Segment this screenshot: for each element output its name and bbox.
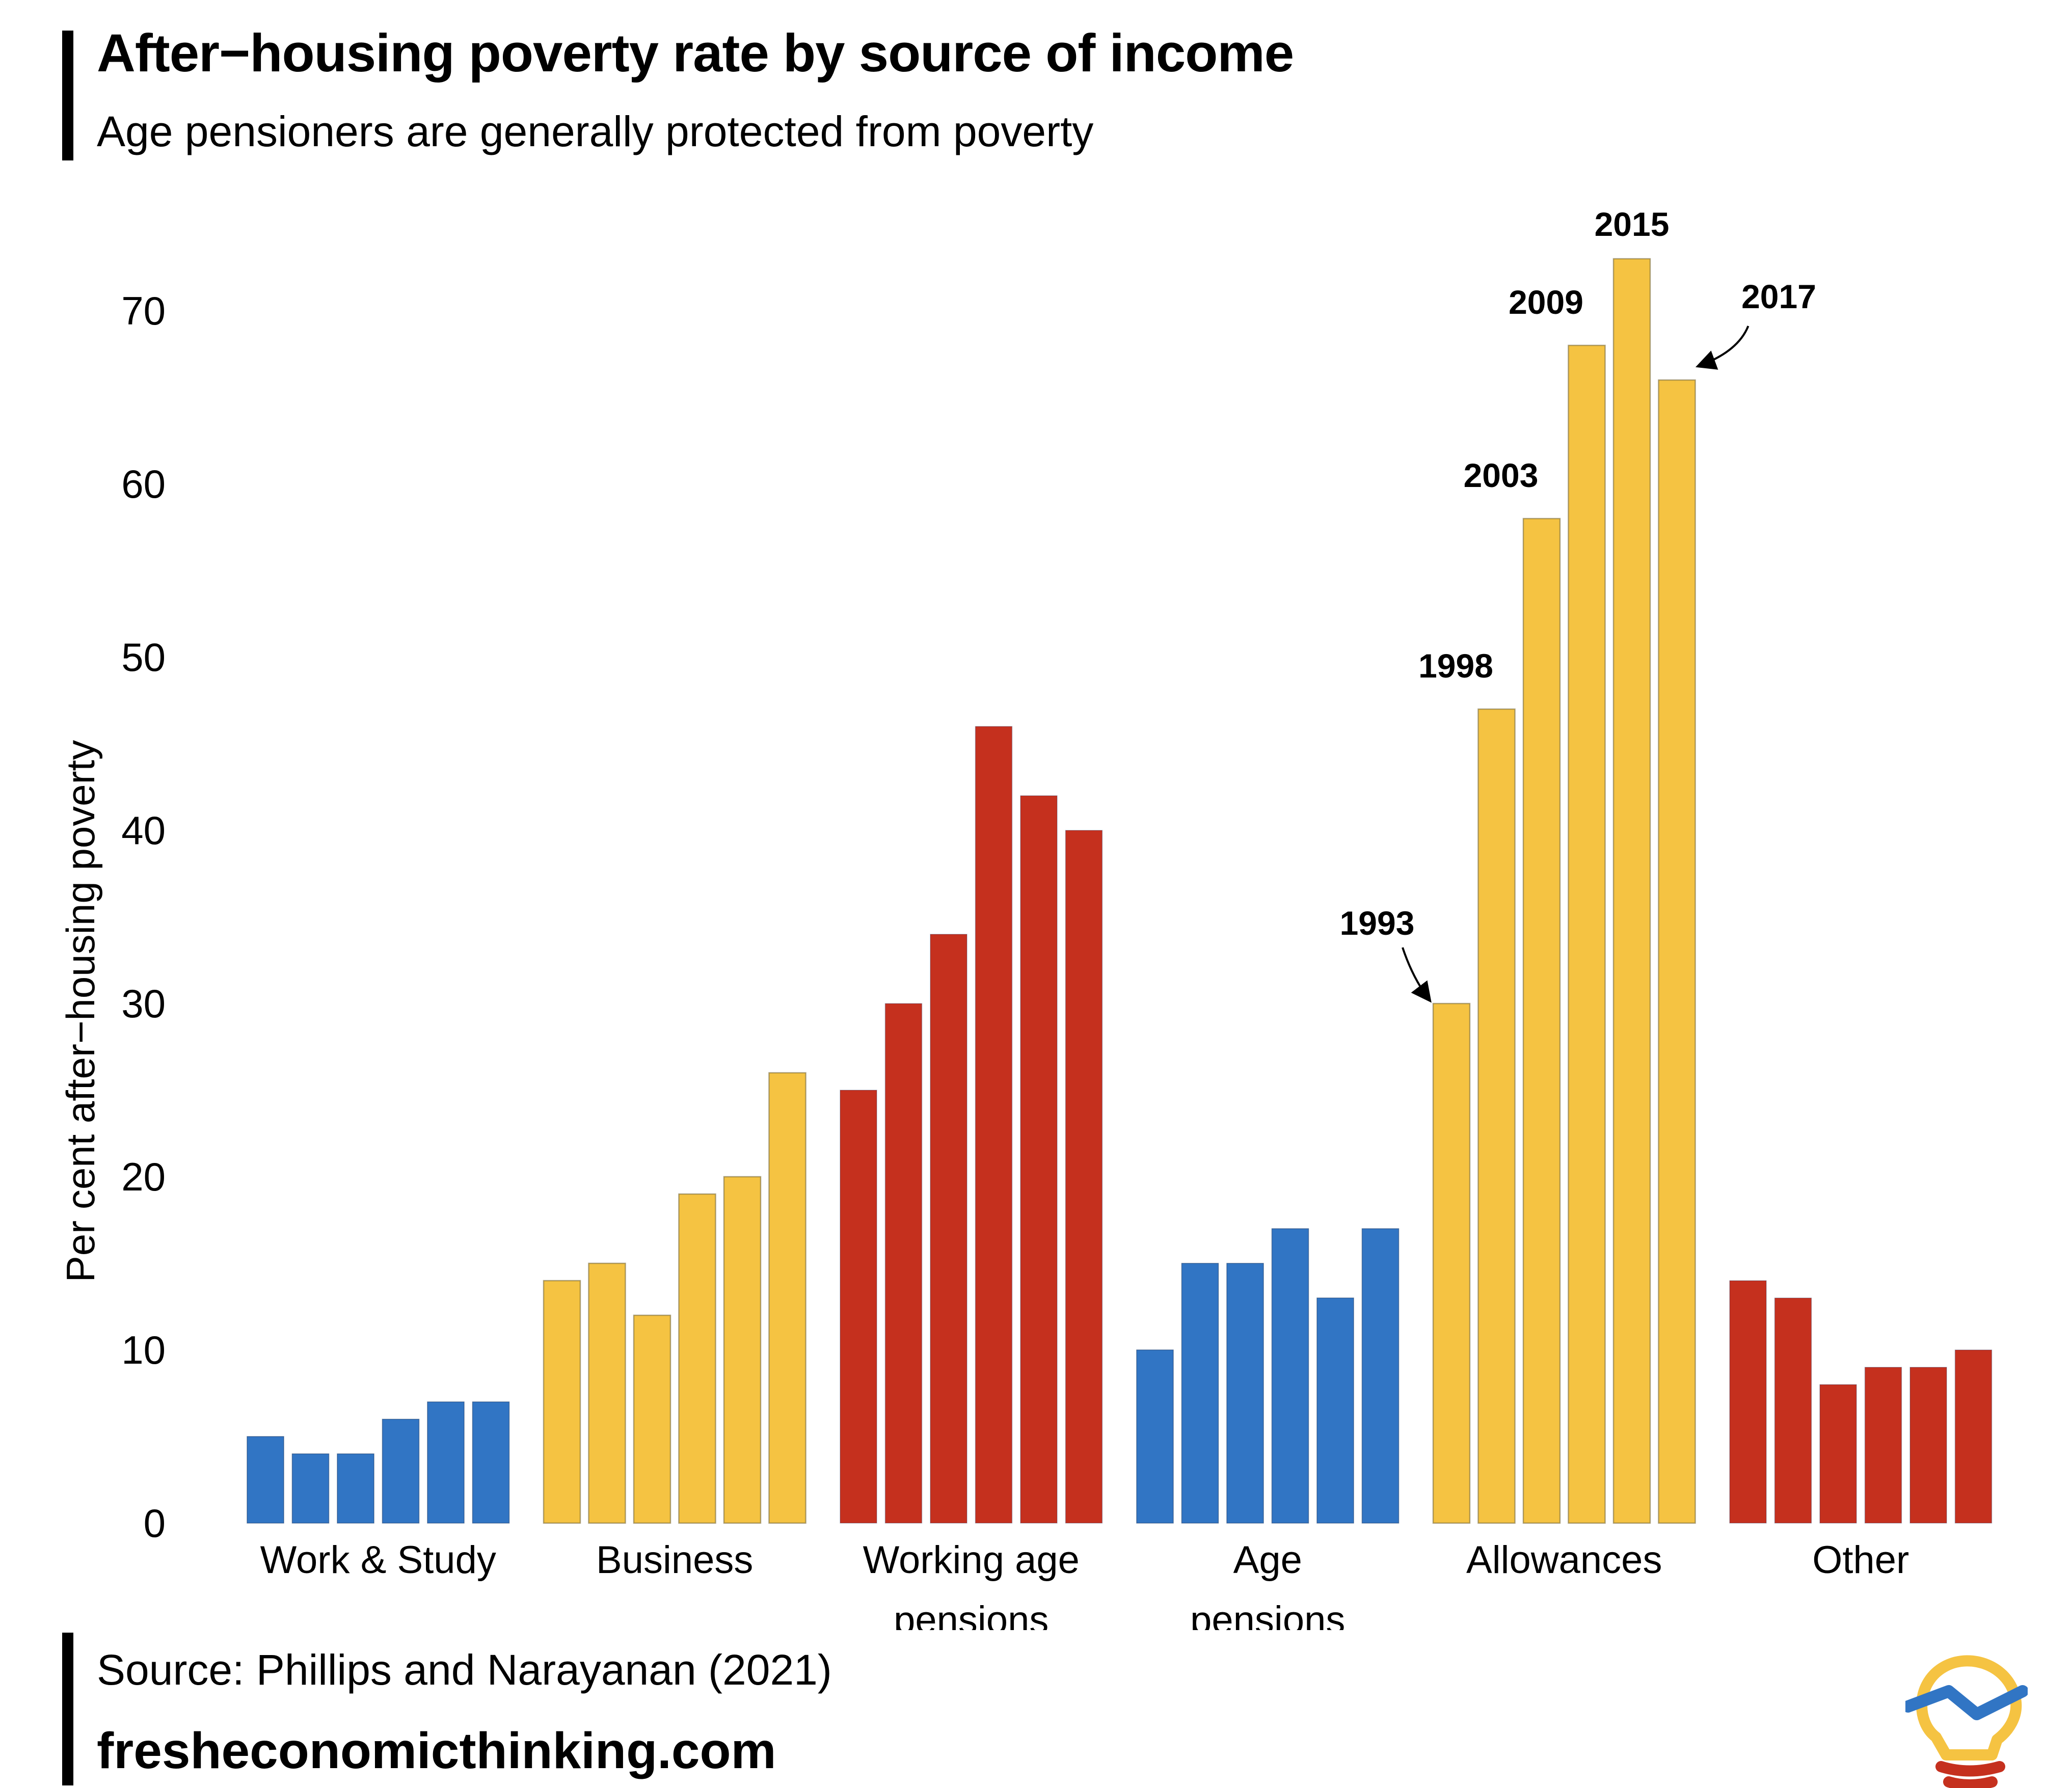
arrow-2017 bbox=[1695, 326, 1750, 370]
x-category-label: Age bbox=[1233, 1538, 1302, 1582]
bar-1993 bbox=[1432, 1003, 1471, 1524]
bar-2017 bbox=[1954, 1349, 1993, 1524]
bar-2017 bbox=[768, 1072, 806, 1524]
bar-2017 bbox=[1658, 379, 1696, 1524]
bar-2009 bbox=[1864, 1367, 1902, 1524]
bar-2015 bbox=[1612, 258, 1651, 1524]
bar-1998 bbox=[1181, 1263, 1219, 1524]
year-label-2017: 2017 bbox=[1741, 278, 1816, 315]
y-tick-label: 20 bbox=[121, 1154, 166, 1199]
chart-title: After−housing poverty rate by source of … bbox=[97, 23, 1294, 83]
y-tick-label: 50 bbox=[121, 635, 166, 680]
bar-2009 bbox=[1568, 344, 1606, 1524]
x-category-label: Allowances bbox=[1466, 1538, 1662, 1582]
bar-2009 bbox=[1271, 1228, 1309, 1524]
year-label-1998: 1998 bbox=[1418, 647, 1493, 685]
year-label-1993: 1993 bbox=[1340, 904, 1415, 942]
bar-1998 bbox=[1774, 1297, 1812, 1524]
year-label-2015: 2015 bbox=[1595, 205, 1670, 243]
y-tick-label: 40 bbox=[121, 808, 166, 853]
lightbulb-logo-icon bbox=[1905, 1655, 2028, 1788]
footer-accent-bar bbox=[62, 1633, 73, 1785]
bar-2015 bbox=[723, 1176, 762, 1524]
bar-2015 bbox=[1020, 795, 1058, 1524]
bar-1998 bbox=[884, 1003, 923, 1524]
y-axis: 0 10 20 30 40 50 60 70 bbox=[121, 288, 166, 1546]
bar-2009 bbox=[975, 726, 1013, 1524]
arrow-1993 bbox=[1402, 947, 1432, 1003]
bar-2003 bbox=[337, 1453, 374, 1524]
bar-2003 bbox=[1226, 1263, 1264, 1524]
x-category-label: pensions bbox=[894, 1599, 1048, 1630]
bar-1998 bbox=[588, 1262, 626, 1524]
bar-1998 bbox=[291, 1453, 330, 1524]
source-note: Source: Phillips and Narayanan (2021) bbox=[97, 1646, 832, 1694]
bar-2015 bbox=[1909, 1367, 1947, 1524]
bar-2003 bbox=[1819, 1384, 1857, 1524]
title-accent-bar bbox=[62, 31, 73, 160]
bar-2015 bbox=[1316, 1297, 1354, 1524]
y-tick-label: 0 bbox=[144, 1501, 166, 1546]
bars bbox=[247, 258, 1993, 1524]
bar-2017 bbox=[472, 1401, 510, 1524]
bar-2015 bbox=[427, 1401, 465, 1524]
y-axis-label: Per cent after−housing poverty bbox=[58, 740, 103, 1282]
bar-1993 bbox=[1136, 1349, 1174, 1524]
bar-2003 bbox=[1522, 518, 1561, 1524]
year-label-2009: 2009 bbox=[1509, 283, 1583, 321]
chart-subtitle: Age pensioners are generally protected f… bbox=[97, 107, 1094, 155]
bar-1993 bbox=[1729, 1280, 1767, 1524]
x-category-label: Work & Study bbox=[260, 1538, 496, 1582]
bar-1998 bbox=[1477, 708, 1516, 1524]
y-tick-label: 70 bbox=[121, 288, 166, 333]
bar-2003 bbox=[930, 934, 967, 1524]
x-category-label: Other bbox=[1812, 1538, 1909, 1582]
bar-1993 bbox=[247, 1436, 284, 1524]
bar-1993 bbox=[840, 1090, 877, 1524]
bar-2017 bbox=[1361, 1228, 1400, 1524]
bar-1993 bbox=[543, 1280, 581, 1524]
website-link[interactable]: fresheconomicthinking.com bbox=[97, 1722, 776, 1779]
bar-2009 bbox=[382, 1419, 420, 1524]
y-tick-label: 30 bbox=[121, 981, 166, 1026]
year-label-2003: 2003 bbox=[1464, 456, 1539, 494]
bar-2017 bbox=[1065, 830, 1103, 1524]
x-category-label: Working age bbox=[863, 1538, 1080, 1582]
bar-2003 bbox=[633, 1314, 671, 1524]
y-tick-label: 10 bbox=[121, 1328, 166, 1372]
year-annotations: 1993 1998 2003 2009 2015 2017 bbox=[1340, 205, 1816, 1003]
x-category-label: Business bbox=[596, 1538, 753, 1582]
x-category-label: pensions bbox=[1190, 1599, 1345, 1630]
y-tick-label: 60 bbox=[121, 462, 166, 506]
x-axis: Work & Study Business Working age pensions A… bbox=[260, 1516, 1952, 1630]
bar-2009 bbox=[678, 1193, 716, 1524]
